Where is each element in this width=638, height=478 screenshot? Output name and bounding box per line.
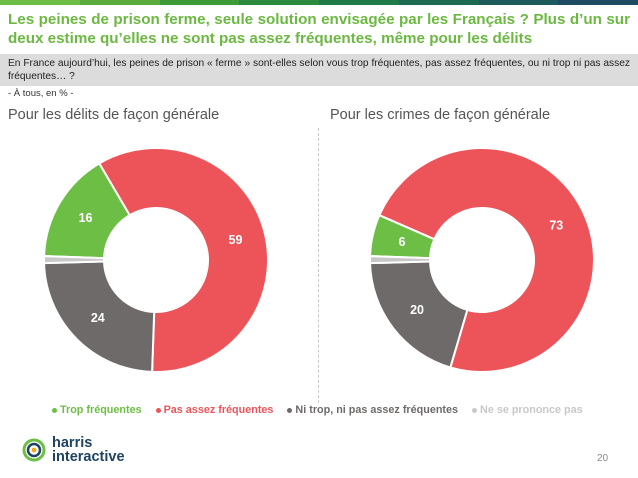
top-color-bar — [0, 0, 638, 5]
donut-0-label-pas-assez: 59 — [229, 233, 243, 247]
donut-1-slice-pas-assez — [378, 147, 595, 373]
legend-dot — [287, 407, 293, 413]
donut-0-slice-nsp — [43, 255, 106, 265]
donut-1-slice-nsp — [369, 255, 432, 265]
legend-label: Ne se prononce pas — [480, 404, 583, 416]
legend-item-nsp: Ne se prononce pas — [472, 404, 583, 416]
donut-1-label-trop: 6 — [399, 235, 406, 249]
donut-1-label-pas-assez: 73 — [549, 218, 563, 232]
legend-label: Trop fréquentes — [60, 404, 142, 416]
donut-0-label-ni-trop: 24 — [91, 311, 105, 325]
donut-1-slice-ni-trop — [369, 260, 469, 369]
chart-title-delits: Pour les délits de façon générale — [8, 107, 220, 123]
legend-item-pas-assez: Pas assez fréquentes — [155, 404, 274, 416]
donut-0-slice-ni-trop — [43, 260, 156, 373]
legend: Trop fréquentes Pas assez fréquentes Ni … — [52, 404, 583, 416]
harris-interactive-logo: harris interactive — [22, 436, 125, 464]
harris-logo-icon — [22, 438, 46, 462]
donut-1-label-ni-trop: 20 — [410, 303, 424, 317]
legend-dot — [155, 407, 161, 413]
legend-dot — [52, 407, 57, 413]
page-title: Les peines de prison ferme, seule soluti… — [8, 11, 630, 47]
question-text: En France aujourd’hui, les peines de pri… — [0, 54, 638, 86]
chart-title-crimes: Pour les crimes de façon générale — [330, 107, 551, 123]
chart-divider — [318, 128, 319, 403]
legend-label: Pas assez fréquentes — [163, 404, 274, 416]
legend-dot — [472, 407, 478, 413]
page-number: 20 — [597, 453, 609, 464]
donut-0-slice-pas-assez — [97, 147, 269, 373]
logo-line1: harris — [52, 435, 93, 451]
legend-item-ni-trop: Ni trop, ni pas assez fréquentes — [287, 404, 458, 416]
legend-item-trop: Trop fréquentes — [52, 404, 142, 416]
legend-label: Ni trop, ni pas assez fréquentes — [295, 404, 459, 416]
donut-0-label-trop: 16 — [79, 211, 93, 225]
base-note: - À tous, en % - — [8, 88, 74, 99]
logo-line2: interactive — [52, 449, 125, 465]
